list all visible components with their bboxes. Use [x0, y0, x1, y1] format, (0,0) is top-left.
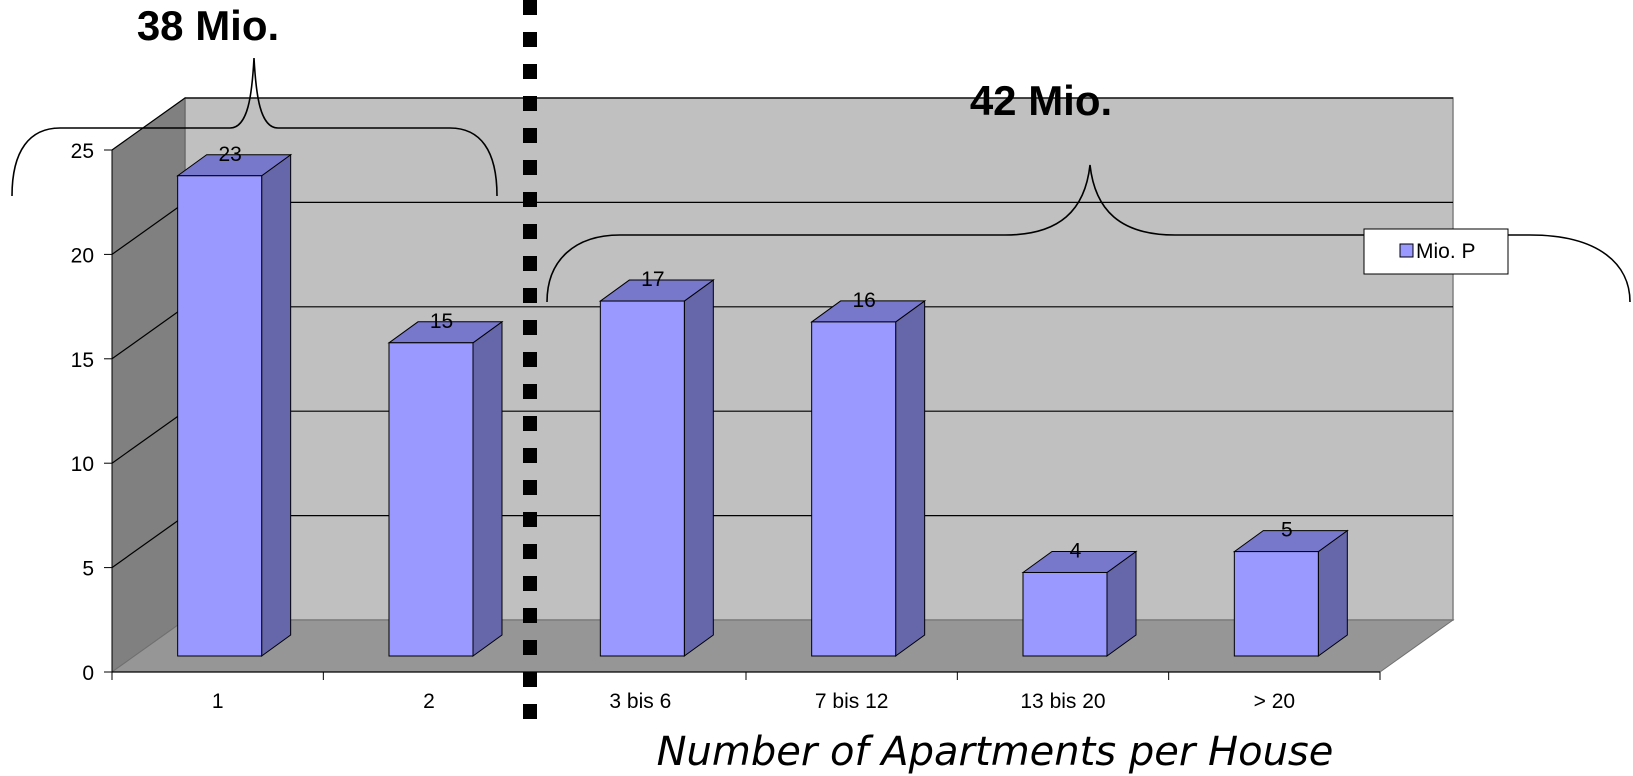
divider-dash — [523, 320, 537, 335]
x-tick-label: > 20 — [1254, 690, 1295, 713]
divider-dash — [523, 352, 537, 367]
bar-side — [262, 155, 291, 656]
legend-swatch — [1400, 244, 1413, 257]
data-label: 16 — [852, 289, 875, 312]
y-tick-label: 0 — [82, 662, 94, 685]
divider-dash — [523, 672, 537, 687]
x-tick-label: 1 — [212, 690, 224, 713]
x-tick-label: 7 bis 12 — [815, 690, 889, 713]
divider-dash — [523, 640, 537, 655]
divider-dash — [523, 384, 537, 399]
bar-side — [684, 280, 713, 656]
x-tick-label: 13 bis 20 — [1020, 690, 1105, 713]
divider-dash — [523, 448, 537, 463]
x-tick-label: 3 bis 6 — [609, 690, 671, 713]
y-tick-label: 15 — [71, 349, 94, 372]
divider-dash — [523, 288, 537, 303]
divider-dash — [523, 32, 537, 47]
bar: 23 — [178, 143, 291, 656]
x-tick-label: 2 — [423, 690, 435, 713]
divider-dash — [523, 256, 537, 271]
divider-dash — [523, 608, 537, 623]
bar: 17 — [600, 268, 713, 656]
legend-label: Mio. P — [1416, 240, 1476, 263]
y-axis: 0 5 10 15 20 25 — [71, 140, 112, 685]
bar-side — [1318, 531, 1347, 656]
bar-front — [600, 301, 684, 656]
bar-side — [473, 322, 502, 656]
x-axis-title: Number of Apartments per House — [657, 729, 1334, 775]
bar-front — [178, 176, 262, 656]
divider-dash — [523, 96, 537, 111]
divider-dash — [523, 480, 537, 495]
data-label: 5 — [1281, 519, 1293, 542]
bar-front — [812, 322, 896, 656]
side-wall — [112, 98, 185, 672]
bar: 16 — [812, 289, 925, 656]
divider-dash — [523, 224, 537, 239]
annotation-left: 38 Mio. — [137, 2, 279, 49]
divider-dash — [523, 576, 537, 591]
data-label: 17 — [641, 268, 664, 291]
divider-dash — [523, 128, 537, 143]
divider-dash — [523, 160, 537, 175]
divider-dash — [523, 416, 537, 431]
y-tick-label: 25 — [71, 140, 94, 163]
bar-front — [389, 343, 473, 656]
legend: Mio. P — [1364, 229, 1508, 274]
divider-dash — [523, 192, 537, 207]
x-axis: 1 2 3 bis 6 7 bis 12 13 bis 20 > 20 — [112, 672, 1380, 713]
bar-front — [1023, 572, 1107, 656]
bar: 5 — [1234, 519, 1347, 656]
data-label: 15 — [430, 310, 453, 333]
annotation-right: 42 Mio. — [970, 77, 1112, 124]
divider-dash — [523, 64, 537, 79]
divider-dash — [523, 544, 537, 559]
data-label: 23 — [218, 143, 241, 166]
bar-side — [896, 301, 925, 656]
divider-dash — [523, 0, 537, 15]
bar: 15 — [389, 310, 502, 656]
y-tick-label: 10 — [71, 453, 94, 476]
data-label: 4 — [1070, 539, 1082, 562]
y-tick-label: 20 — [71, 244, 94, 267]
y-tick-label: 5 — [82, 558, 94, 581]
divider-dash — [523, 704, 537, 719]
bar-front — [1234, 552, 1318, 656]
divider-dash — [523, 512, 537, 527]
